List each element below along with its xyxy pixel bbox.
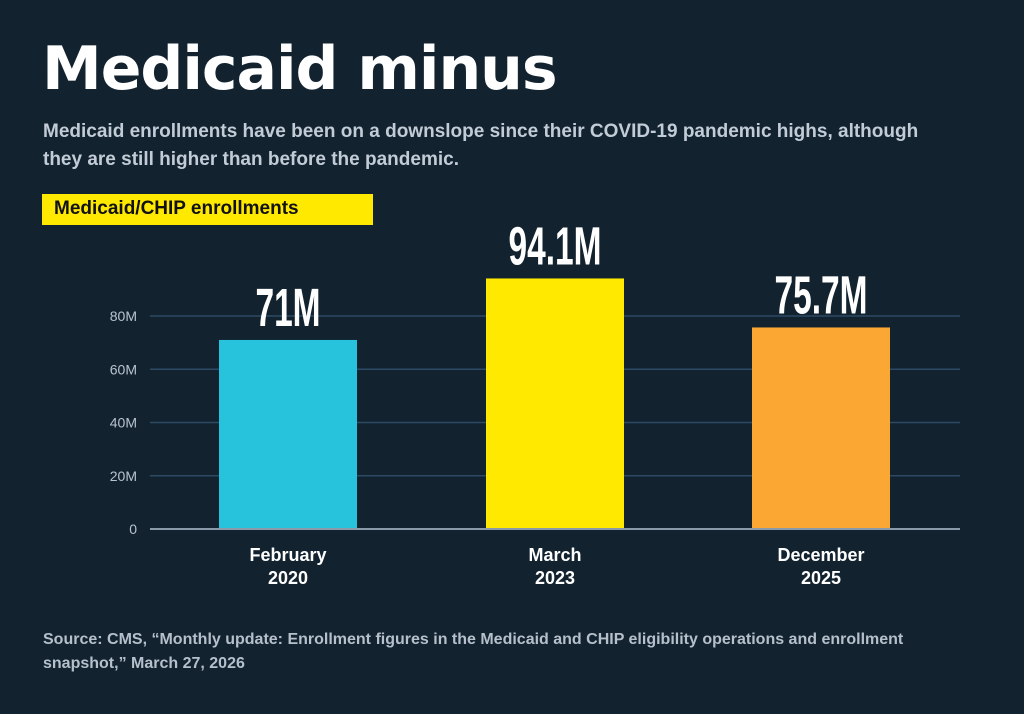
data-label: 75.7M [774, 264, 867, 325]
chart-title: Medicaid minus [42, 34, 558, 104]
data-label-group: 71M [255, 277, 320, 338]
y-tick-label: 0 [129, 521, 137, 537]
source-note: Source: CMS, “Monthly update: Enrollment… [43, 631, 904, 672]
y-tick-label: 20M [110, 468, 137, 484]
legend-label: Medicaid/CHIP enrollments [54, 198, 299, 219]
data-label-group: 94.1M [508, 215, 601, 276]
data-label: 71M [255, 277, 320, 338]
x-tick-label: February [249, 545, 326, 565]
x-tick-label: 2020 [268, 568, 308, 588]
x-tick-label: 2023 [535, 568, 575, 588]
data-label-group: 75.7M [774, 264, 867, 325]
y-tick-label: 60M [110, 361, 137, 377]
bar [219, 339, 357, 529]
x-tick-label: December [777, 545, 864, 565]
x-tick-label: 2025 [801, 568, 841, 588]
bar [486, 278, 624, 529]
y-tick-label: 80M [110, 308, 137, 324]
bar [752, 327, 890, 529]
x-tick-label: March [528, 545, 581, 565]
chart-subtitle: Medicaid enrollments have been on a down… [43, 121, 919, 170]
data-label: 94.1M [508, 215, 601, 276]
legend-item: Medicaid/CHIP enrollments [42, 194, 373, 225]
y-tick-label: 40M [110, 415, 137, 431]
